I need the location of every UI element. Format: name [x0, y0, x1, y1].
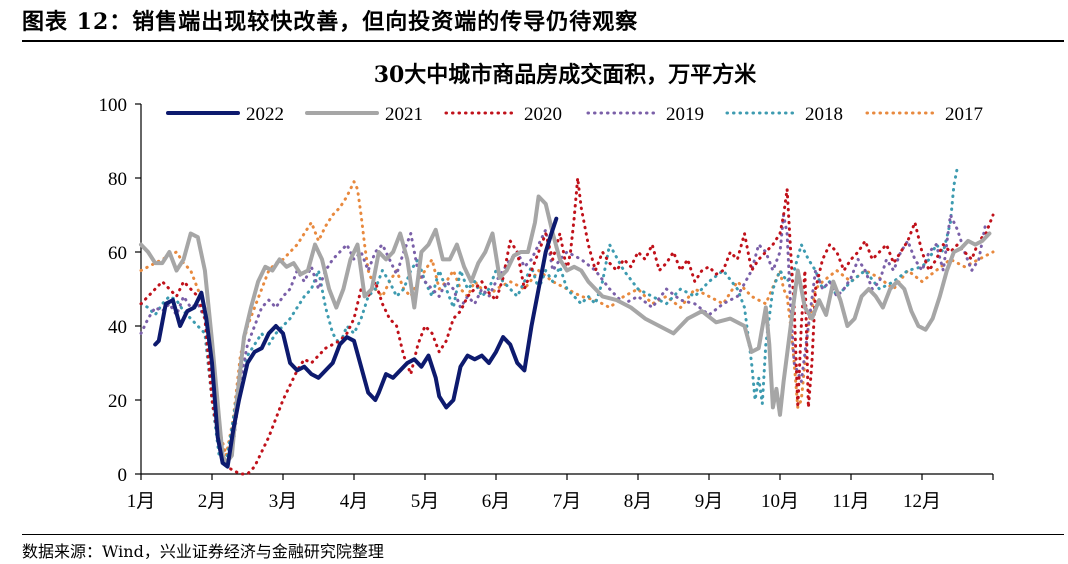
- y-tick-label: 40: [108, 317, 127, 338]
- bottom-divider: [22, 534, 1064, 535]
- series-line-2017: [139, 180, 995, 457]
- series-layer: [139, 165, 995, 476]
- series-line-2018: [139, 165, 959, 465]
- legend-label-2019: 2019: [666, 104, 704, 125]
- x-tick-label: 5月: [411, 491, 440, 512]
- y-tick-label: 80: [108, 169, 127, 190]
- x-tick-label: 2月: [198, 491, 227, 512]
- series-line-2019: [139, 213, 988, 465]
- series-line-2022: [153, 216, 559, 469]
- y-tick-label: 60: [108, 243, 127, 264]
- x-tick-label: 7月: [553, 491, 582, 512]
- x-tick-label: 11月: [832, 491, 869, 512]
- x-tick-label: 1月: [127, 491, 156, 512]
- y-tick-label: 100: [99, 95, 128, 116]
- x-tick-label: 8月: [624, 491, 653, 512]
- source-note: 数据来源：Wind，兴业证券经济与金融研究院整理: [22, 542, 384, 561]
- x-tick-label: 12月: [903, 491, 941, 512]
- legend-label-2017: 2017: [945, 104, 983, 125]
- legend-label-2018: 2018: [805, 104, 843, 125]
- x-tick-label: 10月: [761, 491, 799, 512]
- chart-title: 30大中城市商品房成交面积，万平方米: [374, 62, 758, 88]
- legend: 2022 2021 2020 2019 2018 2017: [166, 104, 983, 125]
- line-chart: 30大中城市商品房成交面积，万平方米 0 20 40 60 80 100 1月 2月 3月 4月 5…: [99, 62, 995, 512]
- top-divider: [22, 40, 1064, 42]
- legend-label-2021: 2021: [385, 104, 423, 125]
- axes: 0 20 40 60 80 100 1月 2月 3月 4月 5月 6月 7月 8月 9月 10月 11月 12月: [99, 95, 994, 512]
- series-line-2020: [139, 176, 995, 476]
- figure-title: 图表 12：销售端出现较快改善，但向投资端的传导仍待观察: [22, 9, 639, 35]
- legend-label-2022: 2022: [246, 104, 284, 125]
- series-line-2021: [139, 194, 992, 465]
- x-tick-label: 6月: [482, 491, 511, 512]
- y-tick-label: 20: [108, 391, 127, 412]
- x-tick-label: 4月: [340, 491, 369, 512]
- legend-label-2020: 2020: [524, 104, 562, 125]
- y-tick-label: 0: [118, 465, 128, 486]
- x-tick-label: 3月: [269, 491, 298, 512]
- x-tick-label: 9月: [695, 491, 724, 512]
